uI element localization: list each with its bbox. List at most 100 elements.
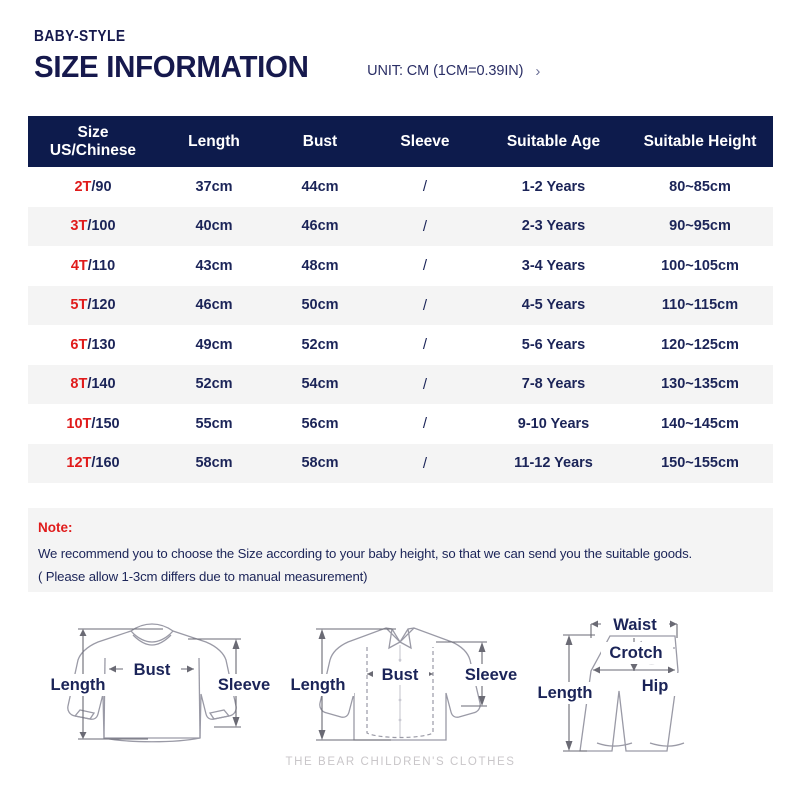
cell-suitable-age: 9-10 Years [517,415,590,432]
chevron-right-icon: › [535,62,541,80]
sweater-sleeve-label: Sleeve [218,676,270,694]
size-chinese-value: /90 [91,178,112,195]
size-chinese-value: /100 [87,218,116,235]
size-us-value: 4T [70,257,88,274]
cell-size: 6T/130 [28,337,158,353]
size-us-value: 12T [66,455,92,472]
pants-crotch-label: Crotch [609,644,662,662]
unit-note: UNIT: CM (1CM=0.39IN) [367,63,524,80]
measurement-diagrams: Length Bust Sleeve [28,598,773,793]
cell-suitable-age: 11-12 Years [514,455,593,472]
page-title: SIZE INFORMATION [34,49,309,84]
cell-sleeve: / [422,375,428,393]
column-header-suitable-age: Suitable Age [506,132,601,150]
sweater-length-label: Length [51,676,106,694]
cell-length: 58cm [195,455,233,472]
note-title: Note: [38,520,73,535]
table-header-row: Size US/Chinese Length Bust Sleeve Suita… [28,116,773,167]
unit-note-group: UNIT: CM (1CM=0.39IN) › [367,63,540,80]
column-header-size-line1: Size [77,124,109,142]
cell-suitable-height: 110~115cm [661,297,739,314]
table-row: 3T/100 40cm 46cm / 2-3 Years 90~95cm [28,206,773,246]
watermark-text: THE BEAR CHILDREN'S CLOTHES [285,756,516,768]
size-us-value: 8T [70,376,88,393]
cell-suitable-height: 90~95cm [669,218,731,235]
table-row: 8T/140 52cm 54cm / 7-8 Years 130~135cm [28,364,773,404]
note-line-2: ( Please allow 1-3cm differs due to manu… [38,568,368,584]
cell-sleeve: / [422,296,428,314]
cell-bust: 54cm [301,376,339,393]
cell-length: 37cm [195,178,233,195]
column-header-bust: Bust [302,132,338,150]
size-us-value: 10T [66,415,92,432]
cell-size: 12T/160 [28,455,158,471]
cell-suitable-height: 100~105cm [661,257,739,274]
cell-length: 55cm [195,415,233,432]
cell-size: 8T/140 [28,376,158,392]
size-us-value: 2T [74,178,92,195]
cell-size: 4T/110 [28,258,158,274]
cell-sleeve: / [422,178,428,196]
cell-bust: 44cm [301,178,339,195]
cell-bust: 50cm [301,297,339,314]
cell-sleeve: / [422,257,428,275]
cell-size: 5T/120 [28,297,158,313]
cell-suitable-height: 80~85cm [669,178,731,195]
sweater-bust-label: Bust [134,661,171,679]
shirt-illustration: Length Bust Sleeve [282,627,525,741]
note-block: Note: We recommend you to choose the Siz… [28,508,773,592]
cell-size: 2T/90 [28,179,158,195]
cell-suitable-age: 1-2 Years [521,178,586,195]
cell-length: 40cm [195,218,233,235]
table-row: 2T/90 37cm 44cm / 1-2 Years 80~85cm [28,167,773,207]
cell-bust: 56cm [301,415,339,432]
cell-suitable-height: 140~145cm [661,415,739,432]
shirt-bust-label: Bust [382,666,419,684]
size-table: Size US/Chinese Length Bust Sleeve Suita… [28,116,773,483]
cell-size: 10T/150 [28,416,158,432]
size-chinese-value: /160 [91,455,120,472]
brand-label: BABY-STYLE [34,28,126,45]
size-chinese-value: /120 [87,297,116,314]
column-header-length: Length [188,132,240,150]
cell-suitable-age: 2-3 Years [521,218,586,235]
cell-sleeve: / [422,415,428,433]
shirt-length-label: Length [291,676,346,694]
pants-waist-label: Waist [613,616,657,634]
column-header-size: Size US/Chinese [28,124,158,159]
size-chinese-value: /130 [87,336,116,353]
cell-suitable-age: 3-4 Years [521,257,586,274]
pants-hip-label: Hip [641,677,668,695]
cell-suitable-age: 5-6 Years [521,336,586,353]
size-chinese-value: /140 [87,376,116,393]
cell-bust: 58cm [301,455,339,472]
note-line-1: We recommend you to choose the Size acco… [38,546,693,561]
table-row: 12T/160 58cm 58cm / 11-12 Years 150~155cm [28,443,773,483]
cell-size: 3T/100 [28,218,158,234]
size-chinese-value: /110 [87,257,116,274]
table-row: 4T/110 43cm 48cm / 3-4 Years 100~105cm [28,246,773,286]
cell-bust: 52cm [301,336,339,353]
cell-length: 46cm [195,297,233,314]
cell-sleeve: / [422,217,428,235]
cell-length: 52cm [195,376,233,393]
column-header-size-line2: US/Chinese [49,141,137,159]
table-row: 10T/150 55cm 56cm / 9-10 Years 140~145cm [28,404,773,444]
diagram-shirt: Length Bust Sleeve [276,598,525,793]
page-header: BABY-STYLE SIZE INFORMATION UNIT: CM (1C… [34,28,774,84]
cell-length: 49cm [195,336,233,353]
title-row: SIZE INFORMATION UNIT: CM (1CM=0.39IN) › [34,49,774,84]
cell-bust: 48cm [301,257,339,274]
diagram-sweater: Length Bust Sleeve [28,598,276,793]
column-header-suitable-height: Suitable Height [643,132,757,150]
cell-sleeve: / [422,336,428,354]
diagram-pants: Waist Hip Crotch [525,598,773,793]
cell-suitable-age: 4-5 Years [521,297,586,314]
column-header-sleeve: Sleeve [400,132,450,150]
cell-suitable-height: 150~155cm [661,455,739,472]
pants-illustration: Waist Hip Crotch [528,613,684,752]
cell-suitable-age: 7-8 Years [521,376,586,393]
table-row: 5T/120 46cm 50cm / 4-5 Years 110~115cm [28,285,773,325]
size-chinese-value: /150 [91,415,120,432]
